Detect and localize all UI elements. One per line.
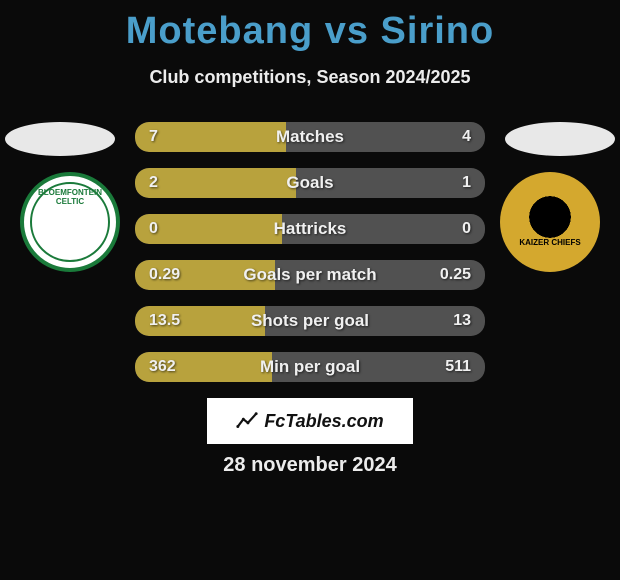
stat-label: Shots per goal bbox=[135, 306, 485, 336]
stat-row: 0Hattricks0 bbox=[135, 214, 485, 244]
stat-label: Goals per match bbox=[135, 260, 485, 290]
club-name-right: KAIZER CHIEFS bbox=[500, 238, 600, 247]
stat-label: Hattricks bbox=[135, 214, 485, 244]
stat-row: 7Matches4 bbox=[135, 122, 485, 152]
stat-value-right: 1 bbox=[462, 168, 471, 198]
stat-label: Goals bbox=[135, 168, 485, 198]
player-photo-left bbox=[5, 122, 115, 156]
stat-value-right: 511 bbox=[445, 352, 471, 382]
club-name-left: BLOEMFONTEIN CELTIC bbox=[24, 188, 116, 206]
stat-row: 362Min per goal511 bbox=[135, 352, 485, 382]
stat-label: Matches bbox=[135, 122, 485, 152]
stat-row: 2Goals1 bbox=[135, 168, 485, 198]
stat-value-right: 0 bbox=[462, 214, 471, 244]
stat-value-right: 13 bbox=[453, 306, 471, 336]
stat-label: Min per goal bbox=[135, 352, 485, 382]
stat-row: 13.5Shots per goal13 bbox=[135, 306, 485, 336]
stat-value-right: 4 bbox=[462, 122, 471, 152]
brand-badge[interactable]: FcTables.com bbox=[207, 398, 413, 444]
comparison-bars: 7Matches4 2Goals1 0Hattricks0 0.29Goals per… bbox=[135, 122, 485, 398]
club-badge-left: BLOEMFONTEIN CELTIC bbox=[20, 172, 120, 272]
page-title: Motebang vs Sirino bbox=[0, 0, 620, 53]
stat-row: 0.29Goals per match0.25 bbox=[135, 260, 485, 290]
date-text: 28 november 2024 bbox=[0, 454, 620, 477]
chart-icon bbox=[236, 410, 258, 432]
page-subtitle: Club competitions, Season 2024/2025 bbox=[0, 67, 620, 88]
stat-value-right: 0.25 bbox=[440, 260, 471, 290]
brand-text: FcTables.com bbox=[264, 411, 383, 432]
player-photo-right bbox=[505, 122, 615, 156]
club-badge-right: KAIZER CHIEFS bbox=[500, 172, 600, 272]
